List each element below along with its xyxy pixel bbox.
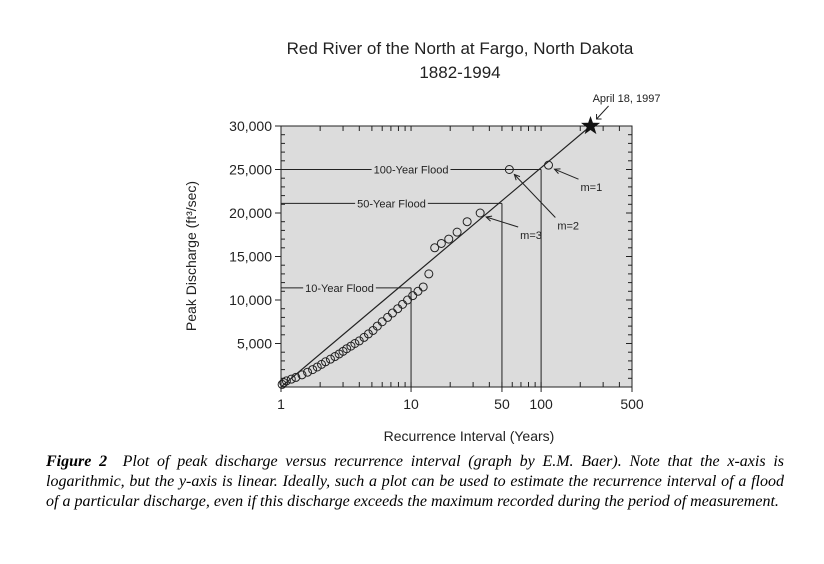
rank-arrow-head [513,173,521,181]
flood-label: 10-Year Flood [305,283,374,295]
x-tick-label: 1 [277,396,285,412]
y-tick-label: 10,000 [229,292,272,308]
y-tick-label: 15,000 [229,249,272,265]
data-point [462,217,472,227]
data-point [281,376,291,386]
annotation-labels: 10-Year Flood 50-Year Flood 100-Year Flood… [303,93,660,295]
data-point [297,370,307,380]
flood-label-background [355,198,428,211]
data-point [350,339,360,348]
x-tick-label: 50 [494,396,510,412]
data-point [452,227,462,237]
rank-arrow [486,216,519,228]
data-point [504,165,514,174]
rank-label: m=1 [580,182,602,194]
rank-arrow [513,174,556,218]
data-point [424,269,434,279]
data-point [413,286,423,296]
flood-label-background [303,282,376,295]
rank-arrow-head [553,168,561,174]
data-point [321,357,331,367]
y-tick-label: 20,000 [229,205,272,221]
record-arrow-head [596,114,602,120]
flood-label: 50-Year Flood [357,198,426,210]
data-point [444,234,454,244]
x-axis-label: Recurrence Interval (Years) [384,428,555,444]
data-point [325,354,335,364]
data-point [387,308,397,318]
data-point [291,372,301,382]
record-star [581,116,601,135]
figure-caption-text: Plot of peak discharge versus recurrence… [46,453,785,510]
rank-label: m=2 [557,221,579,233]
x-tick-label: 100 [529,396,553,412]
data-point [279,378,289,388]
data-point [377,317,387,327]
x-tick-label: 10 [403,396,419,412]
rank-arrow-head [485,215,493,222]
y-tick-label: 5,000 [237,336,272,352]
flood-label-background [371,164,451,177]
x-tick-label: 500 [620,396,644,412]
plot-area [280,125,633,388]
data-points [277,116,601,389]
record-event-label: April 18, 1997 [593,93,661,105]
rank-arrow [554,168,579,180]
figure-label: Figure 2 [46,453,108,470]
data-point [430,243,440,253]
data-point [408,291,418,301]
y-tick-label: 25,000 [229,162,272,178]
record-arrow [596,105,609,120]
data-point [543,160,553,170]
data-point [308,365,318,375]
chart: Red River of the North at Fargo, North D… [183,39,660,444]
chart-subtitle: 1882-1994 [419,63,500,82]
data-point [475,208,485,218]
y-tick-label: 30,000 [229,118,272,134]
data-point [418,282,428,292]
rank-label: m=3 [520,230,542,242]
data-point [403,295,413,305]
data-point [303,367,313,377]
data-point [312,362,322,372]
y-axis-label: Peak Discharge (ft³/sec) [183,181,199,331]
flood-label: 100-Year Flood [374,165,449,177]
data-point [286,374,296,384]
figure-caption: Figure 2 Plot of peak discharge versus r… [46,452,784,512]
data-point [436,238,446,248]
chart-title: Red River of the North at Fargo, North D… [287,39,634,58]
